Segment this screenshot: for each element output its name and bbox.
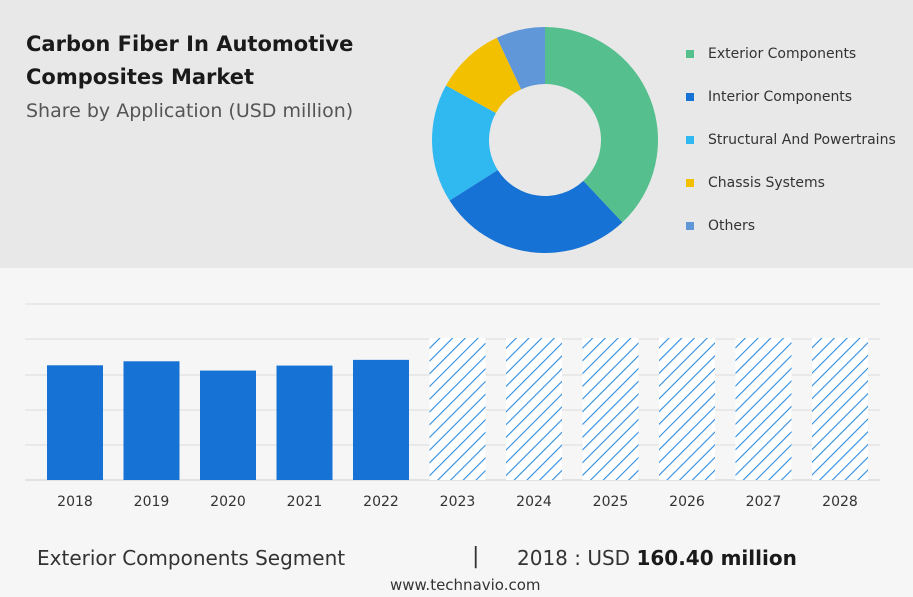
chart-subtitle: Share by Application (USD million) — [26, 100, 354, 122]
x-tick-label: 2021 — [287, 494, 323, 510]
footer-value: 160.40 million — [636, 546, 797, 570]
footer-separator: | — [472, 544, 480, 569]
bar-2018 — [47, 365, 103, 480]
footer-segment-label: Exterior Components Segment — [37, 546, 346, 570]
legend-swatch — [686, 93, 694, 101]
forecast-bar-2023 — [429, 338, 486, 480]
legend-label: Others — [708, 218, 756, 234]
x-tick-label: 2027 — [746, 494, 782, 510]
x-tick-label: 2028 — [822, 494, 858, 510]
forecast-bar-2024 — [506, 338, 562, 480]
x-tick-label: 2020 — [210, 494, 246, 510]
donut-slice-chassis-systems — [445, 37, 522, 114]
legend-label: Structural And Powertrains — [708, 132, 896, 148]
legend-swatch — [686, 50, 694, 58]
legend-swatch — [686, 179, 694, 187]
legend-swatch — [686, 136, 694, 144]
x-tick-label: 2023 — [440, 494, 476, 510]
footer-year-label: 2018 : USD — [517, 546, 637, 570]
bar-2019 — [123, 361, 180, 480]
donut-slice-interior-components — [449, 170, 623, 253]
donut-slice-others — [496, 27, 545, 90]
bar-chart: 2018 2019 2020 2021 2022 2023 2024 2025 2026 2027… — [25, 303, 880, 510]
x-tick-label: 2024 — [516, 494, 552, 510]
donut-chart — [432, 27, 658, 253]
legend-label: Exterior Components — [708, 46, 857, 62]
bar-2020 — [200, 370, 256, 480]
legend-swatch — [686, 222, 694, 230]
x-tick-label: 2025 — [593, 494, 629, 510]
chart-title: Carbon Fiber In Automotive Composites Ma… — [26, 32, 354, 89]
x-tick-label: 2018 — [57, 494, 93, 510]
forecast-bar-2027 — [735, 338, 792, 480]
forecast-bar-2028 — [812, 338, 868, 480]
bar-2021 — [276, 365, 333, 480]
footer-year-value: 2018 : USD 160.40 million — [517, 546, 797, 570]
legend-label: Interior Components — [708, 89, 853, 105]
x-tick-label: 2019 — [134, 494, 170, 510]
forecast-bar-2026 — [659, 338, 715, 480]
legend-label: Chassis Systems — [708, 175, 825, 191]
donut-slice-structural-and-powertrains — [432, 85, 498, 201]
x-tick-label: 2026 — [669, 494, 705, 510]
x-tick-label: 2022 — [363, 494, 399, 510]
donut-slice-exterior-components — [545, 27, 658, 223]
website-link[interactable]: www.technavio.com — [390, 576, 541, 594]
forecast-bar-2025 — [582, 338, 639, 480]
bar-2022 — [353, 359, 409, 480]
